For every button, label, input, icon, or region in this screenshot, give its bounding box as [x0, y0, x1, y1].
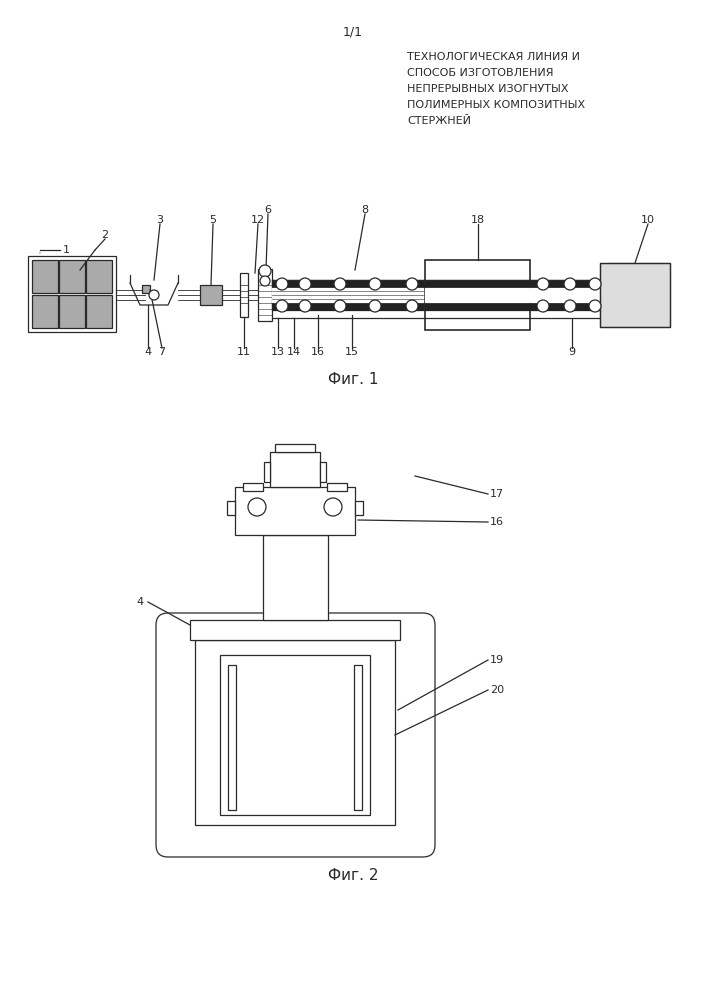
Text: 4: 4	[136, 597, 144, 607]
Bar	[530, 288, 600, 302]
Bar	[530, 280, 600, 288]
Circle shape	[299, 278, 311, 290]
Bar	[86, 295, 112, 328]
Circle shape	[299, 300, 311, 312]
Bar	[59, 295, 85, 328]
Bar	[240, 273, 248, 317]
Circle shape	[260, 276, 270, 286]
Text: 16: 16	[311, 347, 325, 357]
Text: 1: 1	[63, 245, 70, 255]
Circle shape	[537, 278, 549, 290]
Circle shape	[589, 300, 601, 312]
Bar	[272, 280, 425, 288]
Text: 6: 6	[264, 205, 271, 215]
Text: 4: 4	[144, 347, 151, 357]
Bar	[425, 280, 530, 288]
Bar	[272, 302, 425, 310]
Text: 17: 17	[490, 489, 504, 499]
Bar	[200, 285, 222, 305]
Bar	[425, 302, 530, 310]
Text: 9: 9	[568, 347, 575, 357]
Text: 2: 2	[101, 230, 109, 240]
Bar	[263, 535, 328, 620]
Text: 20: 20	[490, 685, 504, 695]
Text: 19: 19	[490, 655, 504, 665]
Bar	[190, 620, 400, 640]
Circle shape	[248, 498, 266, 516]
Circle shape	[589, 278, 601, 290]
Bar	[228, 665, 236, 810]
Bar	[425, 260, 530, 330]
Text: 12: 12	[251, 215, 265, 225]
Text: СПОСОБ ИЗГОТОВЛЕНИЯ: СПОСОБ ИЗГОТОВЛЕНИЯ	[407, 68, 554, 78]
Bar	[227, 501, 235, 515]
Text: 8: 8	[361, 205, 368, 215]
Text: СТЕРЖНЕЙ: СТЕРЖНЕЙ	[407, 116, 471, 126]
Text: 13: 13	[271, 347, 285, 357]
Circle shape	[564, 278, 576, 290]
Bar	[320, 462, 326, 482]
FancyBboxPatch shape	[156, 613, 435, 857]
Text: 3: 3	[156, 215, 163, 225]
Bar	[355, 501, 363, 515]
Text: НЕПРЕРЫВНЫХ ИЗОГНУТЫХ: НЕПРЕРЫВНЫХ ИЗОГНУТЫХ	[407, 84, 568, 94]
Circle shape	[406, 278, 418, 290]
Bar	[195, 640, 395, 825]
Bar	[258, 269, 272, 321]
Bar	[272, 288, 425, 302]
Circle shape	[334, 300, 346, 312]
Text: 14: 14	[287, 347, 301, 357]
Circle shape	[334, 278, 346, 290]
Text: 10: 10	[641, 215, 655, 225]
Bar	[142, 285, 150, 293]
Text: 1/1: 1/1	[343, 25, 363, 38]
Text: 16: 16	[490, 517, 504, 527]
Bar	[270, 452, 320, 487]
Circle shape	[259, 265, 271, 277]
Bar	[32, 295, 58, 328]
Bar	[354, 665, 362, 810]
Circle shape	[406, 300, 418, 312]
Bar	[220, 655, 370, 815]
Text: ТЕХНОЛОГИЧЕСКАЯ ЛИНИЯ И: ТЕХНОЛОГИЧЕСКАЯ ЛИНИЯ И	[407, 52, 580, 62]
Circle shape	[537, 300, 549, 312]
Bar	[264, 462, 270, 482]
Circle shape	[369, 300, 381, 312]
Text: 5: 5	[209, 215, 216, 225]
Text: Фиг. 1: Фиг. 1	[328, 372, 378, 387]
Bar	[59, 260, 85, 293]
Text: ПОЛИМЕРНЫХ КОМПОЗИТНЫХ: ПОЛИМЕРНЫХ КОМПОЗИТНЫХ	[407, 100, 585, 110]
Text: 15: 15	[345, 347, 359, 357]
Circle shape	[369, 278, 381, 290]
Bar	[243, 483, 263, 491]
Bar	[28, 256, 116, 332]
Text: 11: 11	[237, 347, 251, 357]
Bar	[327, 483, 347, 491]
Bar	[86, 260, 112, 293]
Circle shape	[276, 300, 288, 312]
Text: 18: 18	[471, 215, 485, 225]
Bar	[425, 288, 530, 302]
Circle shape	[564, 300, 576, 312]
Text: Фиг. 2: Фиг. 2	[328, 867, 378, 882]
Bar	[600, 263, 670, 327]
Circle shape	[149, 290, 159, 300]
Bar	[600, 263, 670, 327]
Circle shape	[276, 278, 288, 290]
Bar	[235, 487, 355, 535]
Circle shape	[324, 498, 342, 516]
Bar	[32, 260, 58, 293]
Bar	[530, 302, 600, 310]
Bar	[275, 444, 315, 452]
Text: 7: 7	[158, 347, 165, 357]
